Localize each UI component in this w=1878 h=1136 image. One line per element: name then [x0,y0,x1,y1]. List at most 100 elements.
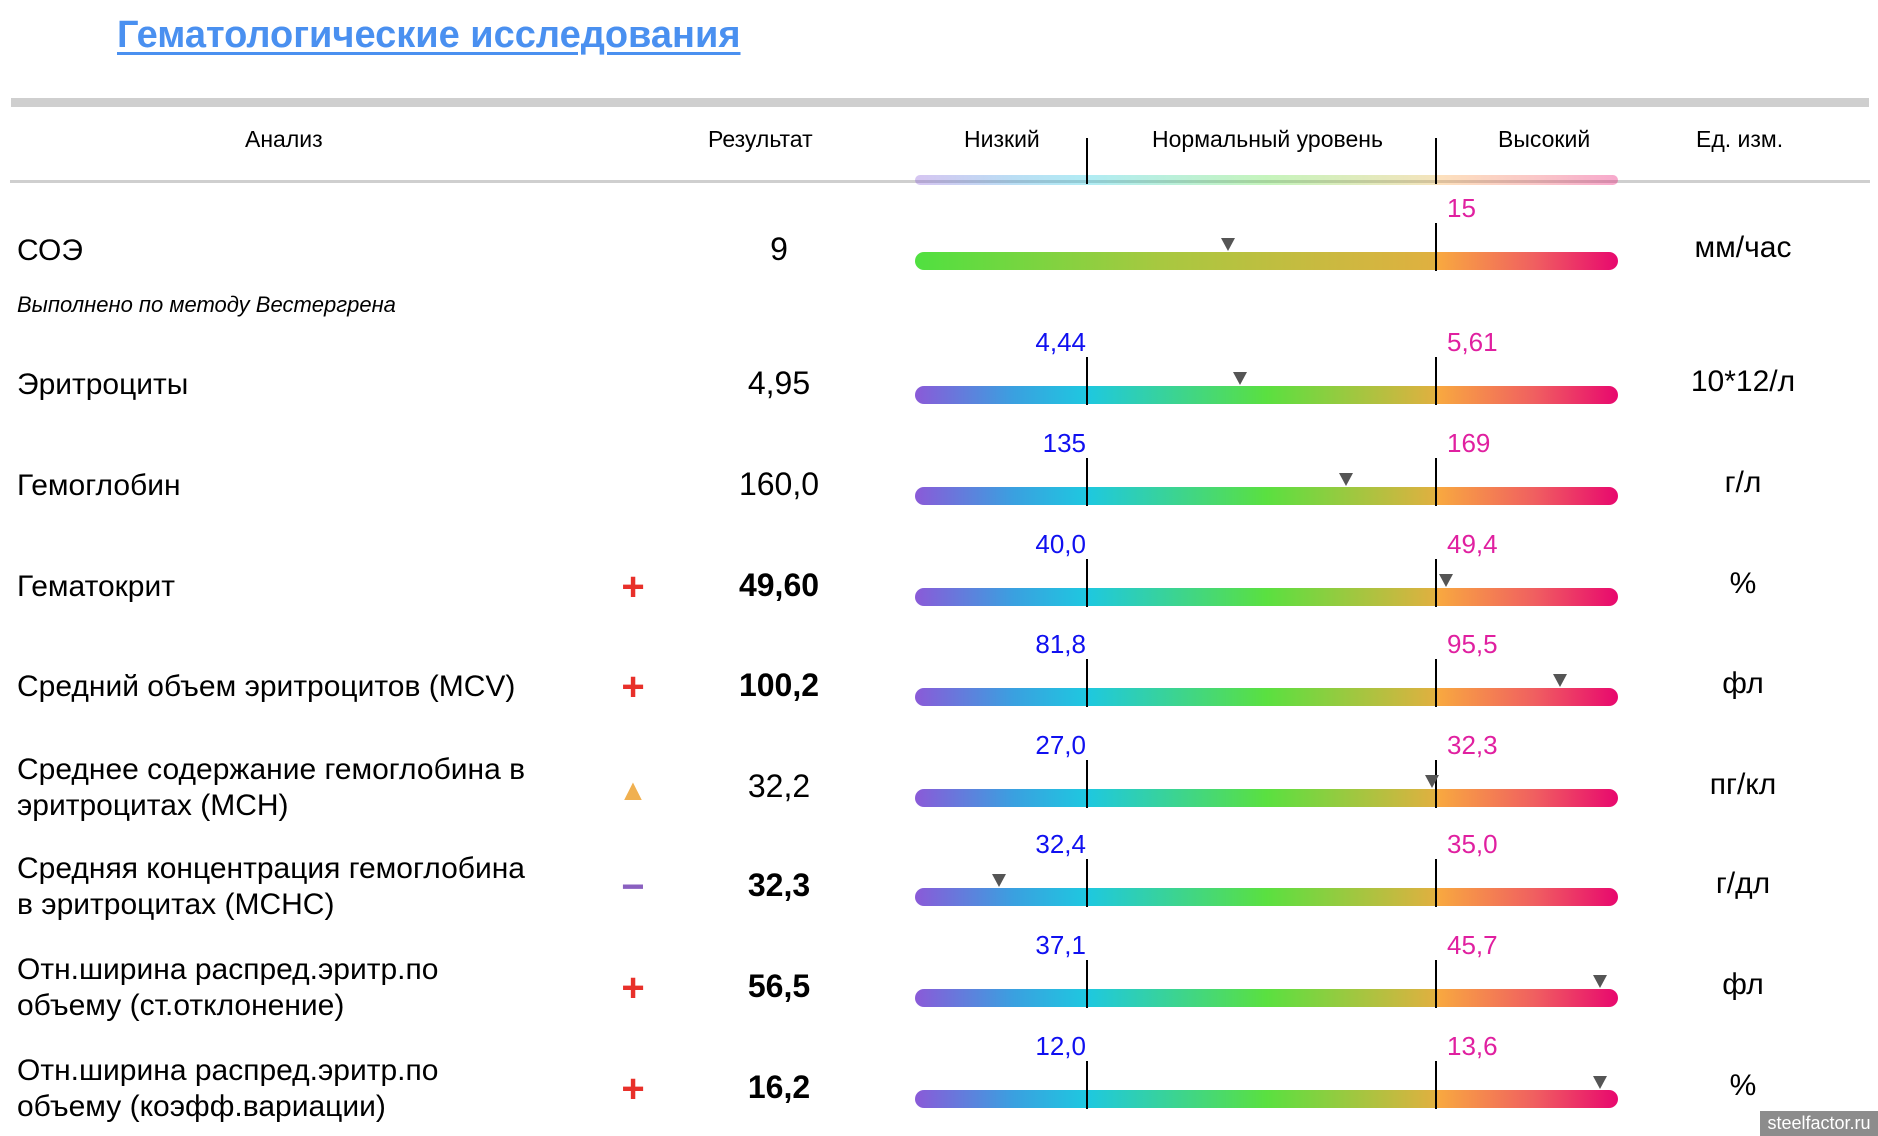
header-high: Высокий [1498,126,1591,152]
low-boundary-mark [1086,1061,1088,1109]
low-boundary-mark [1086,458,1088,506]
warning-triangle-icon: ▲ [618,774,648,807]
analysis-name-line: в эритроцитах (MCHC) [17,888,335,921]
reference-scale-bar [915,588,1618,606]
result-marker-icon [1233,372,1248,385]
result-marker-icon [991,874,1006,887]
low-reference-value: 12,0 [1035,1031,1086,1061]
header-low: Низкий [964,126,1040,152]
result-value: 9 [770,231,788,267]
low-boundary-mark [1086,960,1088,1008]
header-analysis: Анализ [245,126,323,152]
header-unit: Ед. изм. [1696,126,1784,152]
high-reference-value: 169 [1447,428,1491,458]
header-low-boundary [1086,138,1088,184]
analysis-name-line: Отн.ширина распред.эритр.по [17,1054,439,1087]
result-marker-icon [1425,775,1440,788]
analysis-name: Гемоглобин [17,468,181,504]
high-flag-icon: + [621,966,645,1010]
low-boundary-mark [1086,559,1088,607]
reference-scale-bar [915,252,1618,270]
result-marker-icon [1220,238,1235,251]
header-scale-gradient [915,175,1618,185]
analysis-name-line: эритроцитах (MCH) [17,789,289,822]
low-boundary-mark [1086,357,1088,405]
low-reference-value: 37,1 [1035,930,1086,960]
low-reference-value: 40,0 [1035,529,1086,559]
high-boundary-mark [1435,960,1437,1008]
low-reference-value: 81,8 [1035,629,1086,659]
analysis-name: Отн.ширина распред.эритр.по объему (коэфф… [17,1053,438,1125]
header-result: Результат [708,126,813,152]
result-marker-icon [1552,674,1567,687]
section-title-link[interactable]: Гематологические исследования [117,14,741,56]
reference-scale-bar [915,1090,1618,1108]
analysis-name-line: Гемоглобин [17,469,181,502]
result-value: 4,95 [747,365,811,401]
high-reference-value: 45,7 [1447,930,1498,960]
analysis-name: Средний объем эритроцитов (MCV) [17,669,515,705]
high-boundary-mark [1435,357,1437,405]
reference-scale-bar [915,789,1618,807]
low-reference-value: 135 [1042,428,1086,458]
high-boundary-mark [1435,559,1437,607]
high-boundary-mark [1435,859,1437,907]
reference-scale-bar [915,386,1618,404]
section-divider [11,98,1869,107]
high-boundary-mark [1435,1061,1437,1109]
high-boundary-mark [1435,659,1437,707]
esr-method-note: Выполнено по методу Вестергрена [17,292,396,317]
analysis-name: Гематокрит [17,569,175,605]
high-reference-value: 15 [1447,193,1476,223]
analysis-name: СОЭ [17,233,83,269]
analysis-name: Эритроциты [17,367,188,403]
low-reference-value: 27,0 [1035,730,1086,760]
high-reference-value: 35,0 [1447,829,1498,859]
high-flag-icon: + [621,1067,645,1111]
analysis-name-line: Средняя концентрация гемоглобина [17,852,525,885]
reference-scale-bar [915,487,1618,505]
header-normal: Нормальный уровень [1152,126,1383,152]
unit-label: г/л [1724,466,1762,499]
high-reference-value: 5,61 [1447,327,1498,357]
result-value: 100,2 [738,667,820,703]
header-high-boundary [1435,138,1437,184]
result-marker-icon [1439,574,1454,587]
analysis-name-line: Гематокрит [17,570,175,603]
high-flag-icon: + [621,665,645,709]
unit-label: пг/кл [1709,768,1777,801]
result-value: 16,2 [747,1069,811,1105]
analysis-name-line: Эритроциты [17,368,189,401]
low-reference-value: 4,44 [1035,327,1086,357]
watermark: steelfactor.ru [1760,1111,1878,1136]
analysis-name-line: объему (коэфф.вариации) [17,1090,386,1123]
result-marker-icon [1592,975,1607,988]
analysis-name: Среднее содержание гемоглобина в эритроци… [17,752,525,824]
unit-label: 10*12/л [1690,365,1796,398]
result-marker-icon [1592,1076,1607,1089]
high-reference-value: 13,6 [1447,1031,1498,1061]
result-value: 49,60 [738,567,820,603]
analysis-name: Отн.ширина распред.эритр.по объему (ст.от… [17,952,438,1024]
result-value: 160,0 [738,466,820,502]
high-boundary-mark [1435,458,1437,506]
low-boundary-mark [1086,760,1088,808]
unit-label: мм/час [1694,231,1792,264]
result-value: 32,2 [747,768,811,804]
analysis-name-line: СОЭ [17,234,83,267]
analysis-name-line: объему (ст.отклонение) [17,989,345,1022]
analysis-name: Средняя концентрация гемоглобина в эритро… [17,851,525,923]
low-reference-value: 32,4 [1035,829,1086,859]
unit-label: г/дл [1715,867,1771,900]
high-reference-value: 49,4 [1447,529,1498,559]
result-value: 56,5 [747,968,811,1004]
reference-scale-bar [915,688,1618,706]
unit-label: % [1729,567,1757,600]
low-flag-icon: − [621,865,645,909]
analysis-name-line: Средний объем эритроцитов (MCV) [17,670,516,703]
high-flag-icon: + [621,565,645,609]
reference-scale-bar [915,989,1618,1007]
analysis-name-line: Среднее содержание гемоглобина в [17,753,526,786]
low-boundary-mark [1086,659,1088,707]
reference-scale-bar [915,888,1618,906]
